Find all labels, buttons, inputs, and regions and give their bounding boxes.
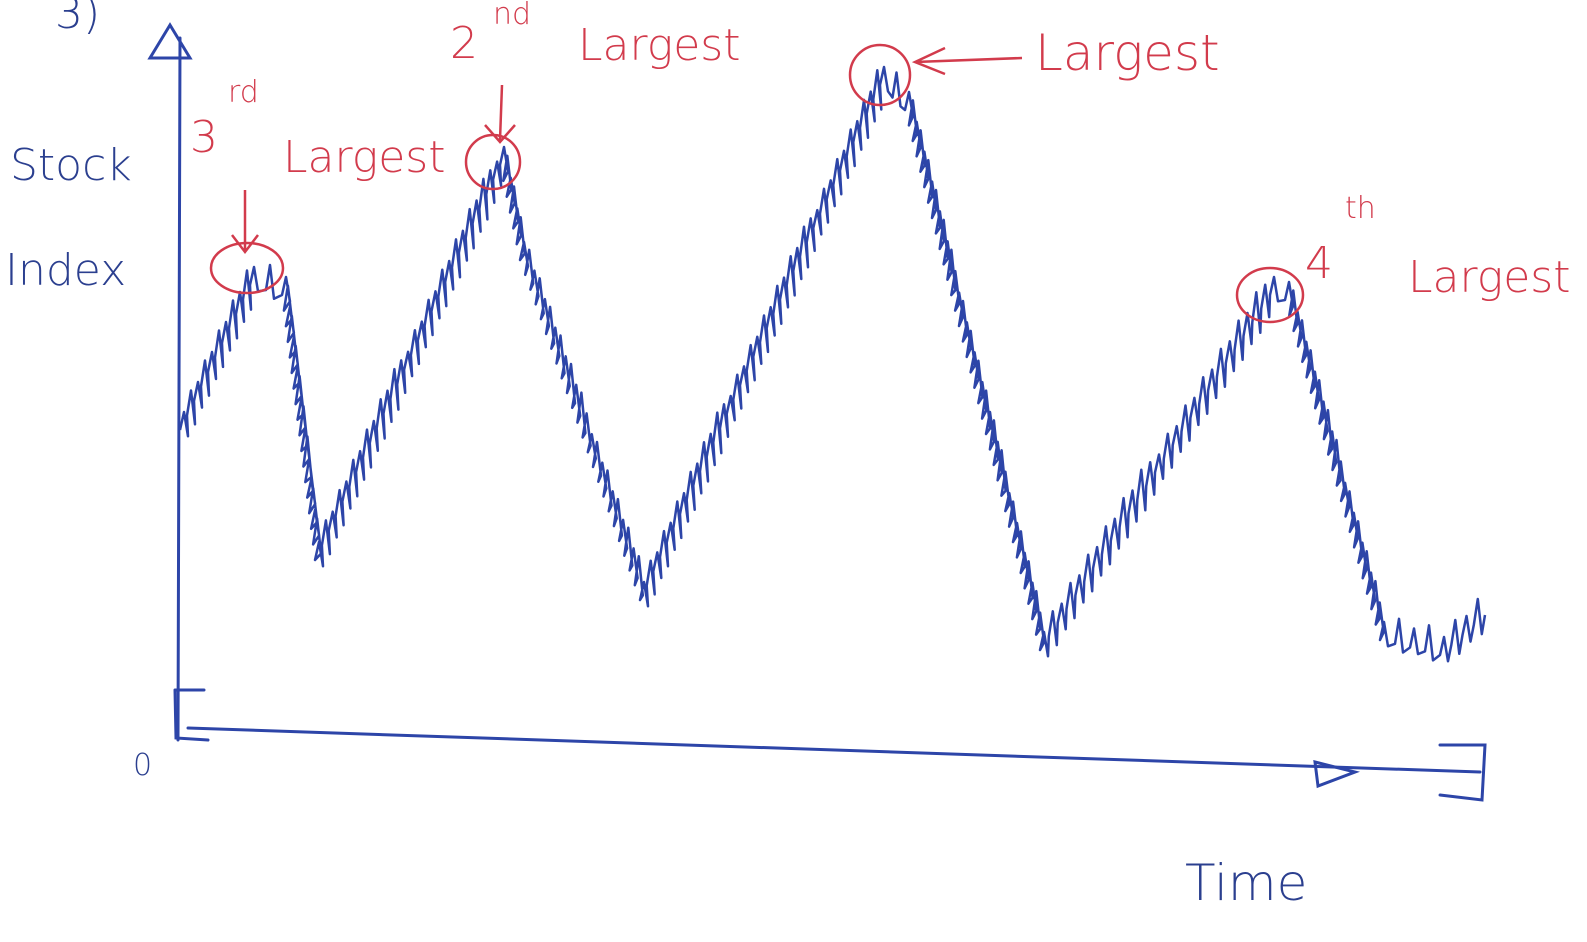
annotation-text: Largest: [578, 20, 740, 71]
y-axis: [178, 38, 180, 740]
origin-label: 0: [133, 748, 152, 783]
y-axis-label: Index: [5, 245, 126, 296]
arrow: [485, 85, 515, 142]
x-axis: [188, 728, 1480, 772]
axis-corner: [175, 690, 208, 740]
annotation-text: Largest: [1408, 252, 1570, 303]
section-label: 3): [55, 0, 100, 39]
annotation-suffix: th: [1345, 191, 1376, 226]
y-axis-label: Stock: [10, 140, 132, 191]
annotation-marks: [211, 45, 1303, 322]
annotation-rank: 2: [450, 18, 478, 69]
sketch: 3) Stock Index 0 Time 3 rd Largest 2 nd …: [0, 0, 1587, 942]
annotation-rank: 3: [190, 112, 218, 163]
y-axis-arrow: [150, 25, 190, 58]
annotation-suffix: rd: [228, 75, 259, 110]
annotation-text: Largest: [283, 132, 445, 183]
annotation-text: Largest: [1035, 24, 1220, 82]
annotation-rank: 4: [1305, 238, 1333, 289]
x-axis-label: Time: [1185, 854, 1307, 912]
arrow: [915, 48, 1022, 74]
annotation-suffix: nd: [493, 0, 531, 32]
